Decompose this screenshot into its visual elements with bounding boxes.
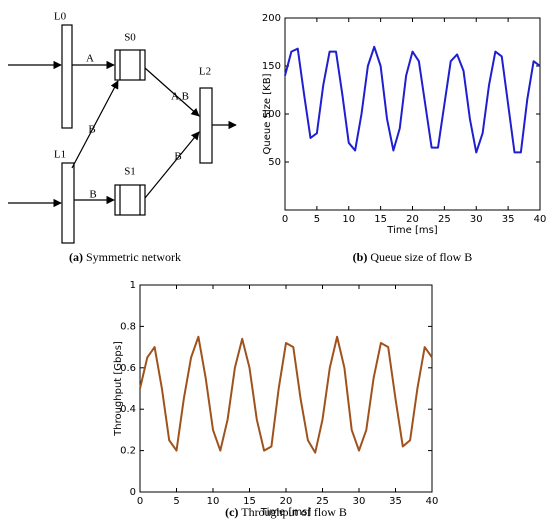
data-line: [284, 45, 541, 154]
arrow: [144, 67, 200, 117]
x-tick-label: 30: [470, 214, 483, 225]
x-tick-label: 5: [314, 214, 320, 225]
caption-text: Queue size of flow B: [370, 250, 472, 264]
plot-area: [284, 17, 541, 211]
x-axis-label: Time [ms]: [386, 225, 438, 236]
edge-label: A: [86, 53, 94, 65]
x-tick-label: 0: [282, 214, 288, 225]
link-bar: [61, 162, 75, 244]
switch-box: [114, 184, 146, 216]
caption: (b) Queue size of flow B: [353, 250, 473, 264]
link-bar: [199, 87, 213, 164]
x-tick-label: 40: [426, 496, 439, 507]
x-tick-label: 25: [316, 496, 329, 507]
node-label: L0: [54, 11, 67, 23]
edge-label: B: [89, 189, 96, 201]
edge-label: B: [88, 124, 95, 136]
switch-box: [114, 49, 146, 81]
x-tick-label: 20: [406, 214, 419, 225]
link-bar: [61, 24, 73, 129]
y-tick-label: 0.4: [120, 404, 136, 415]
caption: (c) Throughput of flow B: [225, 505, 347, 519]
node-label: L2: [199, 66, 211, 78]
x-tick-label: 15: [374, 214, 387, 225]
x-tick-label: 5: [173, 496, 179, 507]
y-axis-label: Queue Size [KB]: [262, 73, 273, 154]
caption-tag: (a): [69, 250, 83, 264]
node-label: S1: [124, 166, 136, 178]
caption-text: Symmetric network: [86, 250, 181, 264]
caption: (a) Symmetric network: [69, 250, 181, 264]
x-tick-label: 35: [389, 496, 402, 507]
y-tick-label: 1: [130, 280, 136, 291]
x-tick-label: 15: [243, 496, 256, 507]
y-tick-label: 150: [262, 61, 281, 72]
edge-label: B: [174, 151, 181, 163]
y-tick-label: 50: [268, 157, 281, 168]
x-axis-label: Time [ms]: [260, 507, 312, 518]
x-tick-label: 10: [342, 214, 355, 225]
arrow: [71, 80, 119, 169]
caption-tag: (b): [353, 250, 368, 264]
caption-text: Throughput of flow B: [241, 505, 347, 519]
y-tick-label: 0: [130, 487, 136, 498]
network-diagram: L0 S0 L2 L1 S1 A B A,B B B (a) Symmetric…: [8, 11, 237, 264]
plot-area: [139, 284, 433, 493]
y-tick-label: 100: [262, 109, 281, 120]
x-tick-label: 30: [353, 496, 366, 507]
y-tick-label: 200: [262, 13, 281, 24]
data-line: [139, 335, 433, 454]
x-tick-label: 0: [137, 496, 143, 507]
x-tick-label: 40: [534, 214, 547, 225]
node-label: S0: [124, 32, 136, 44]
node-label: L1: [54, 149, 66, 161]
y-tick-label: 0.6: [120, 363, 136, 374]
x-tick-label: 25: [438, 214, 451, 225]
x-tick-label: 10: [207, 496, 220, 507]
y-tick-label: 0.2: [120, 446, 136, 457]
edge-label: A,B: [171, 91, 189, 103]
arrow: [144, 131, 200, 199]
x-tick-label: 35: [502, 214, 515, 225]
y-tick-label: 0.8: [120, 321, 136, 332]
y-axis-label: Throughput [Gbps]: [113, 341, 124, 437]
x-tick-label: 20: [280, 496, 293, 507]
chart: 0 5 10 15 20 25 30 35 40 50 100 150 200 Time [ms] Queu…: [262, 13, 546, 264]
caption-tag: (c): [225, 505, 238, 519]
